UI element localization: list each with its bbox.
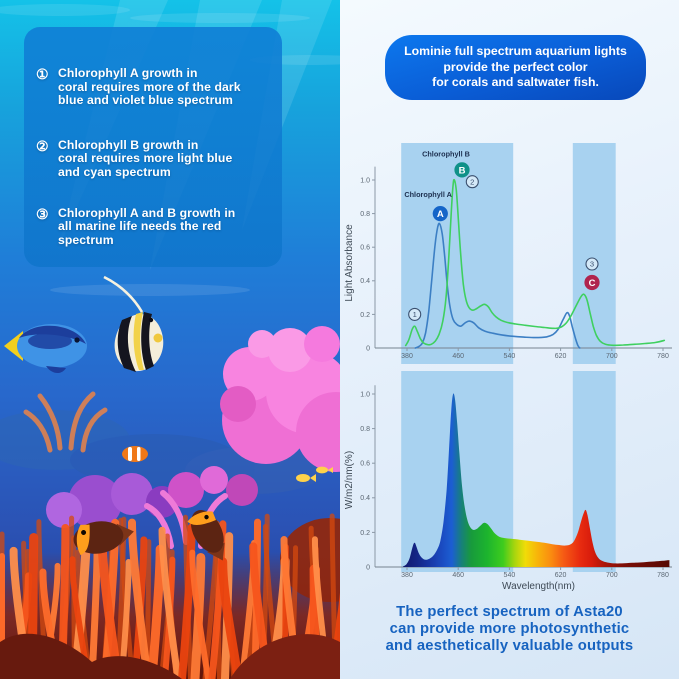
point-1-line-3: blue and violet blue spectrum — [58, 93, 233, 108]
circled-3-icon: ③ — [36, 205, 49, 222]
y-tick-label: 0.2 — [360, 530, 370, 537]
series-label: Chlorophyll B — [422, 150, 470, 159]
x-tick-label: 620 — [555, 353, 567, 360]
x-tick-label: 700 — [606, 353, 618, 360]
moorish-idol-fish — [103, 275, 164, 372]
x-tick-label: 540 — [504, 353, 516, 360]
info-panel: Lominie full spectrum aquarium lights pr… — [340, 0, 679, 679]
x-axis-title: Wavelength(nm) — [502, 581, 575, 592]
pink-bubble-coral — [220, 326, 340, 472]
badge-letter: A — [437, 209, 444, 220]
footer-line-2: can provide more photosynthetic — [389, 621, 630, 638]
y-tick-label: 0.4 — [360, 495, 370, 502]
y-tick-label: 0.6 — [360, 461, 370, 468]
circled-number: 1 — [413, 310, 417, 319]
y-tick-label: 0 — [366, 345, 370, 352]
x-tick-label: 780 — [657, 572, 669, 579]
point-1-line-2: coral requires more of the dark — [58, 79, 241, 94]
circled-number-icon — [408, 307, 422, 321]
series-label: Chlorophyll A — [404, 190, 452, 199]
blue-tang-fish — [4, 324, 87, 374]
y-tick-label: 0.4 — [360, 278, 370, 285]
x-tick-label: 540 — [504, 572, 516, 579]
orange-branch-coral — [23, 391, 108, 453]
x-tick-label: 620 — [555, 572, 567, 579]
circled-number-icon — [585, 257, 599, 271]
badge-b-icon — [454, 162, 470, 178]
x-tick-label: 780 — [657, 353, 669, 360]
point-2-line-3: and cyan spectrum — [58, 164, 171, 179]
x-tick-label: 460 — [452, 353, 464, 360]
highlight-band-1 — [401, 143, 514, 364]
spectrum-area — [403, 393, 670, 567]
y-axis-title: W/m2/nm(%) — [344, 451, 355, 509]
x-tick-label: 380 — [401, 572, 413, 579]
badge-a-icon — [432, 206, 448, 222]
y-axis-title: Light Absorbance — [344, 224, 355, 302]
point-2: ② Chlorophyll B growth in coral requires… — [36, 137, 276, 180]
small-yellow-fish — [296, 466, 333, 482]
x-tick-label: 460 — [452, 572, 464, 579]
chlorophyll-points-panel: ① Chlorophyll A growth in coral requires… — [24, 27, 282, 267]
footer-line-3: and aesthetically valuable outputs — [385, 638, 634, 655]
y-tick-label: 1.0 — [360, 177, 370, 184]
y-tick-label: 0 — [366, 564, 370, 571]
y-tick-label: 0.6 — [360, 245, 370, 252]
point-3-line-2: all marine life needs the red spectrum — [58, 219, 222, 247]
clownfish — [122, 446, 148, 462]
point-2-line-2: coral requires more light blue — [58, 151, 233, 166]
y-tick-label: 0.8 — [360, 211, 370, 218]
headline-banner: Lominie full spectrum aquarium lights pr… — [385, 35, 646, 100]
distant-reef — [0, 410, 325, 494]
chlorophyll-points: ① Chlorophyll A growth in coral requires… — [36, 66, 276, 248]
footer-line-1: The perfect spectrum of Asta20 — [396, 604, 623, 620]
point-1: ① Chlorophyll A growth in coral requires… — [36, 66, 276, 108]
led-spectrum-chart: 0 0.2 0.4 0.6 0.8 1.0 380 460 540 620 700 780 W/m2/n… — [344, 371, 672, 592]
anemonefish-left — [73, 521, 134, 556]
y-tick-label: 0.2 — [360, 312, 370, 319]
circled-1-icon: ① — [36, 66, 49, 82]
circled-number-icon — [465, 175, 479, 189]
front-rocks — [0, 633, 340, 679]
badge-letter: C — [589, 278, 596, 289]
y-tick-label: 1.0 — [360, 391, 370, 398]
banner-line-3: for corals and saltwater fish. — [432, 75, 599, 90]
point-2-line-1: Chlorophyll B growth in — [58, 137, 199, 152]
reef-photo: ① Chlorophyll A growth in coral requires… — [0, 0, 340, 679]
anemonefish-right — [187, 510, 225, 561]
point-1-line-1: Chlorophyll A growth in — [58, 66, 198, 80]
chlorophyll-b-curve — [404, 178, 666, 347]
badge-letter: B — [459, 165, 466, 176]
circled-number: 3 — [590, 260, 594, 269]
banner-line-2: provide the perfect color — [443, 59, 588, 74]
chlorophyll-a-curve — [414, 222, 581, 349]
circled-number: 2 — [470, 177, 474, 186]
badge-c-icon — [584, 274, 600, 291]
x-tick-label: 700 — [606, 572, 618, 579]
footer-text: The perfect spectrum of Asta20 can provi… — [340, 604, 679, 656]
point-3-line-1: Chlorophyll A and B growth in — [58, 205, 236, 220]
circled-2-icon: ② — [36, 137, 49, 154]
absorbance-chart: 0 0.2 0.4 0.6 0.8 1.0 380 460 540 620 700 780 Light … — [344, 143, 672, 364]
x-tick-label: 380 — [401, 353, 413, 360]
point-3: ③ Chlorophyll A and B growth in all mari… — [36, 205, 276, 248]
y-tick-label: 0.8 — [360, 426, 370, 433]
banner-line-1: Lominie full spectrum aquarium lights — [404, 44, 627, 59]
